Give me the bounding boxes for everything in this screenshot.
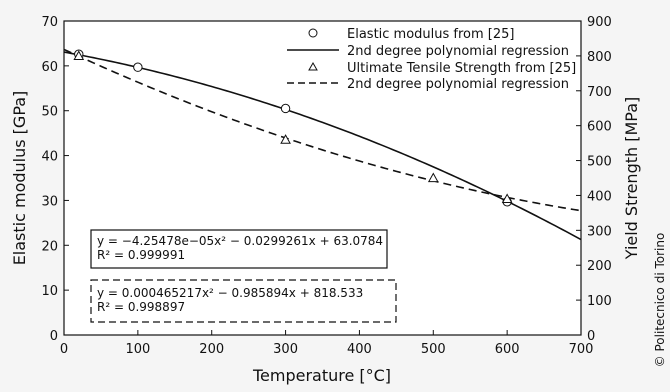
tensile-strength-point bbox=[427, 172, 439, 183]
data-markers bbox=[73, 49, 513, 207]
x-tick-label: 0 bbox=[60, 342, 68, 357]
legend-item-solid-regression: 2nd degree polynomial regression bbox=[287, 44, 569, 59]
x-tick-label: 500 bbox=[421, 342, 446, 357]
equation-box-solid: y = −4.25478e−05x² − 0.0299261x + 63.078… bbox=[90, 229, 388, 269]
y-left-tick-label: 40 bbox=[41, 150, 58, 165]
y-right-axis-label: Yield Strength [MPa] bbox=[622, 97, 641, 261]
tensile-strength-point bbox=[501, 193, 513, 204]
y-right-tick-label: 300 bbox=[587, 224, 612, 239]
x-tick-label: 600 bbox=[495, 342, 520, 357]
copyright-credit: © Politecnico di Torino bbox=[653, 233, 667, 368]
y-left-tick-label: 70 bbox=[41, 15, 58, 30]
x-tick-label: 700 bbox=[569, 342, 594, 357]
equation-box-solid-frame bbox=[90, 229, 388, 269]
equation-solid-formula: y = −4.25478e−05x² − 0.0299261x + 63.078… bbox=[97, 234, 383, 248]
equation-box-dashed-frame bbox=[90, 279, 397, 323]
regression-line-yield-strength bbox=[63, 48, 582, 212]
y-right-tick-label: 600 bbox=[587, 120, 612, 135]
x-axis-label: Temperature [°C] bbox=[252, 366, 391, 385]
equation-dashed-r2: R² = 0.998897 bbox=[97, 300, 185, 314]
y-left-axis-ticks: 0 10 20 30 40 50 60 70 bbox=[41, 15, 69, 344]
regression-curves bbox=[63, 48, 582, 241]
equation-box-dashed: y = 0.000465217x² − 0.985894x + 818.533 … bbox=[90, 279, 397, 323]
x-tick-label: 400 bbox=[347, 342, 372, 357]
x-tick-label: 100 bbox=[125, 342, 150, 357]
legend-circle-marker bbox=[308, 28, 318, 38]
y-left-tick-label: 30 bbox=[41, 194, 58, 209]
legend-item-elastic-modulus: Elastic modulus from [25] bbox=[308, 27, 515, 42]
legend-label-solid-regression: 2nd degree polynomial regression bbox=[347, 44, 569, 59]
legend-item-tensile-strength: Ultimate Tensile Strength from [25] bbox=[308, 61, 576, 76]
tensile-strength-point bbox=[73, 50, 85, 60]
plot-frame bbox=[63, 20, 582, 336]
y-right-tick-label: 100 bbox=[587, 294, 612, 309]
y-right-tick-label: 900 bbox=[587, 15, 612, 30]
legend-item-dashed-regression: 2nd degree polynomial regression bbox=[287, 77, 569, 92]
legend-label-dashed-regression: 2nd degree polynomial regression bbox=[347, 77, 569, 92]
y-right-tick-label: 800 bbox=[587, 50, 612, 65]
y-right-tick-label: 700 bbox=[587, 85, 612, 100]
equation-solid-r2: R² = 0.999991 bbox=[97, 248, 185, 262]
x-axis-ticks: 0 100 200 300 400 500 600 700 bbox=[60, 330, 594, 357]
y-right-tick-label: 400 bbox=[587, 189, 612, 204]
y-right-tick-label: 0 bbox=[587, 329, 595, 344]
y-left-tick-label: 60 bbox=[41, 60, 58, 75]
x-tick-label: 300 bbox=[273, 342, 298, 357]
y-right-axis-ticks: 0 100 200 300 400 500 600 700 800 900 bbox=[576, 15, 612, 344]
tensile-strength-point bbox=[280, 134, 291, 144]
x-tick-label: 200 bbox=[199, 342, 224, 357]
y-left-tick-label: 0 bbox=[50, 329, 58, 344]
y-left-tick-label: 50 bbox=[41, 105, 58, 120]
legend: Elastic modulus from [25] 2nd degree pol… bbox=[287, 27, 576, 92]
y-left-axis-label: Elastic modulus [GPa] bbox=[10, 91, 29, 266]
equation-dashed-formula: y = 0.000465217x² − 0.985894x + 818.533 bbox=[97, 286, 363, 300]
y-right-tick-label: 500 bbox=[587, 155, 612, 170]
elastic-modulus-point bbox=[280, 103, 291, 114]
legend-label-tensile-strength: Ultimate Tensile Strength from [25] bbox=[347, 61, 576, 76]
y-left-tick-label: 10 bbox=[41, 284, 58, 299]
elastic-modulus-point bbox=[133, 62, 143, 72]
legend-triangle-marker bbox=[308, 61, 318, 71]
y-left-tick-label: 20 bbox=[41, 239, 58, 254]
legend-label-elastic-modulus: Elastic modulus from [25] bbox=[347, 27, 515, 42]
y-right-tick-label: 200 bbox=[587, 259, 612, 274]
